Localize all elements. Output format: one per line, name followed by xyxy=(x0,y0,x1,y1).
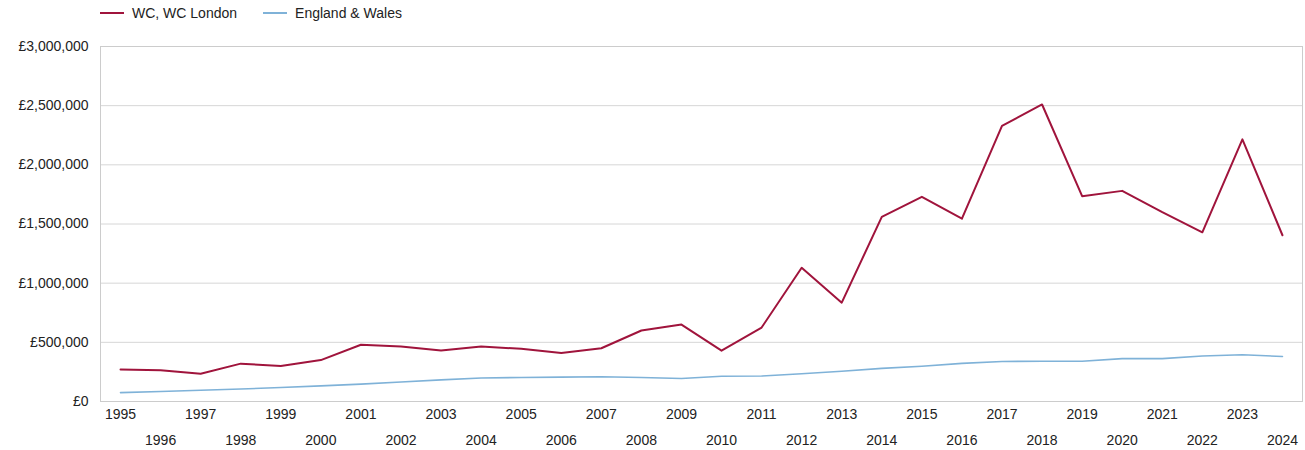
svg-text:2024: 2024 xyxy=(1267,432,1298,448)
svg-text:2019: 2019 xyxy=(1067,406,1098,422)
svg-text:£3,000,000: £3,000,000 xyxy=(18,38,88,54)
svg-text:2016: 2016 xyxy=(946,432,977,448)
svg-text:£2,500,000: £2,500,000 xyxy=(18,97,88,113)
svg-text:1999: 1999 xyxy=(265,406,296,422)
svg-text:2021: 2021 xyxy=(1147,406,1178,422)
svg-text:1996: 1996 xyxy=(145,432,176,448)
svg-text:1995: 1995 xyxy=(105,406,136,422)
svg-text:1997: 1997 xyxy=(185,406,216,422)
svg-text:2004: 2004 xyxy=(466,432,497,448)
svg-text:2011: 2011 xyxy=(747,406,777,422)
svg-text:2002: 2002 xyxy=(385,432,416,448)
html-text:England & Wales: England & Wales xyxy=(295,4,402,21)
svg-text:2017: 2017 xyxy=(986,406,1017,422)
svg-text:2023: 2023 xyxy=(1227,406,1258,422)
svg-text:2008: 2008 xyxy=(626,432,657,448)
svg-text:£2,000,000: £2,000,000 xyxy=(18,156,88,172)
svg-text:1998: 1998 xyxy=(225,432,256,448)
html-text:WC, WC London: WC, WC London xyxy=(132,4,237,21)
svg-text:2007: 2007 xyxy=(586,406,617,422)
svg-text:2013: 2013 xyxy=(826,406,857,422)
svg-text:2009: 2009 xyxy=(666,406,697,422)
svg-text:2012: 2012 xyxy=(786,432,817,448)
svg-text:2015: 2015 xyxy=(906,406,937,422)
svg-text:2020: 2020 xyxy=(1107,432,1138,448)
svg-text:2018: 2018 xyxy=(1026,432,1057,448)
svg-text:£1,500,000: £1,500,000 xyxy=(18,215,88,231)
svg-text:2006: 2006 xyxy=(546,432,577,448)
svg-text:2010: 2010 xyxy=(706,432,737,448)
svg-text:2022: 2022 xyxy=(1187,432,1218,448)
svg-text:2001: 2001 xyxy=(345,406,376,422)
svg-text:2003: 2003 xyxy=(425,406,456,422)
svg-text:2000: 2000 xyxy=(305,432,336,448)
svg-text:£500,000: £500,000 xyxy=(30,334,89,350)
svg-text:£0: £0 xyxy=(73,393,89,409)
svg-text:2014: 2014 xyxy=(866,432,897,448)
svg-text:£1,000,000: £1,000,000 xyxy=(18,275,88,291)
svg-text:2005: 2005 xyxy=(506,406,537,422)
